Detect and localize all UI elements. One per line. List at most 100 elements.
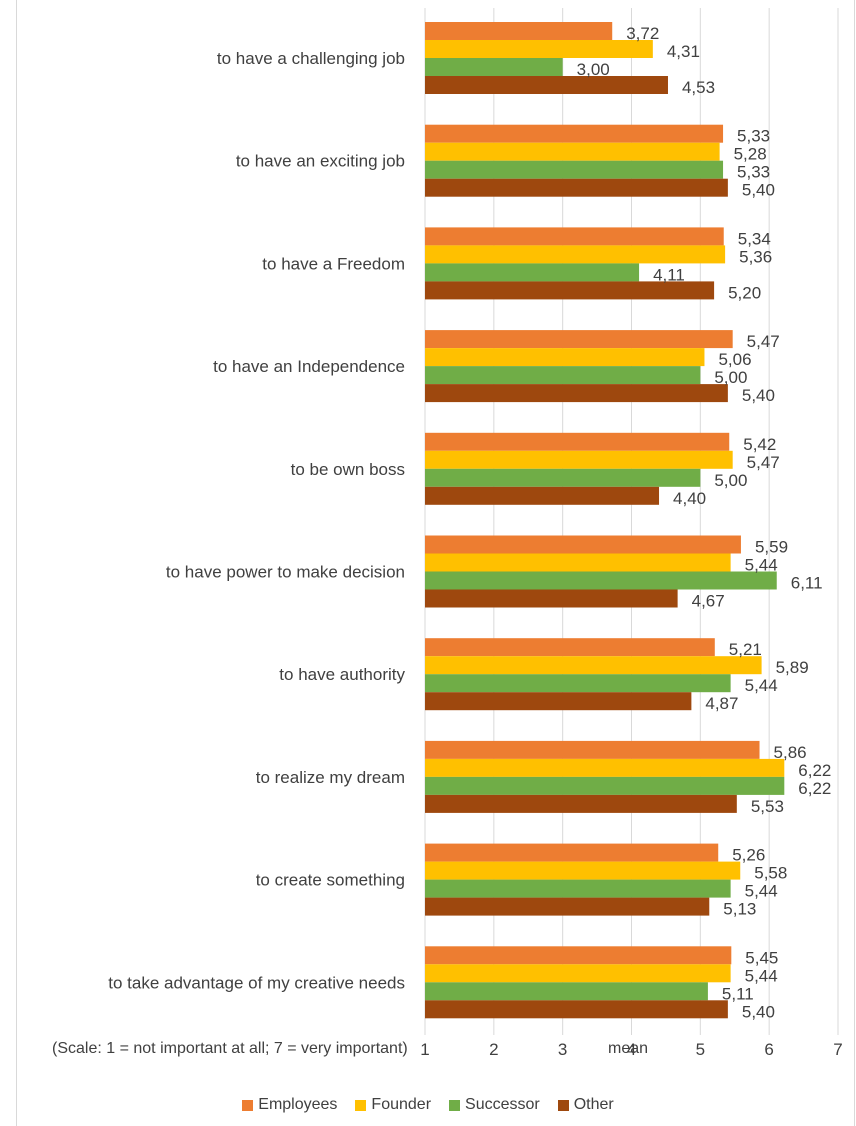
data-label: 4,53 <box>682 78 715 97</box>
data-label: 6,22 <box>798 779 831 798</box>
bar-employees <box>425 740 760 759</box>
legend-label: Other <box>573 1096 614 1113</box>
legend-swatch <box>355 1099 367 1111</box>
data-label: 5,36 <box>739 247 772 266</box>
bar-other <box>425 897 710 916</box>
data-label: 5,47 <box>747 332 780 351</box>
data-label: 5,13 <box>723 900 756 919</box>
data-label: 5,26 <box>732 846 765 865</box>
category-label: to realize my dream <box>256 768 405 787</box>
category-label: to have a Freedom <box>262 254 405 273</box>
bar-founder <box>425 450 733 469</box>
bar-successor <box>425 263 640 282</box>
data-label: 5,20 <box>728 283 761 302</box>
category-label: to have an Independence <box>213 357 405 376</box>
data-label: 5,42 <box>743 435 776 454</box>
data-label: 5,44 <box>745 882 778 901</box>
x-tick-label: 5 <box>696 1040 705 1059</box>
bar-founder <box>425 553 731 572</box>
data-label: 5,06 <box>718 350 751 369</box>
data-label: 5,40 <box>742 1002 775 1021</box>
data-label: 5,58 <box>754 864 787 883</box>
bar-employees <box>425 535 741 554</box>
data-label: 4,11 <box>653 265 685 284</box>
bar-employees <box>425 843 719 862</box>
bar-successor <box>425 468 701 487</box>
bar-successor <box>425 776 785 795</box>
bar-other <box>425 589 678 608</box>
data-label: 5,40 <box>742 386 775 405</box>
bar-successor <box>425 879 731 898</box>
data-label: 5,47 <box>747 453 780 472</box>
bar-other <box>425 794 737 813</box>
x-tick-label: 7 <box>833 1040 842 1059</box>
legend: Employees Founder Successor Other <box>0 1093 856 1117</box>
bar-founder <box>425 758 785 777</box>
data-label: 5,34 <box>738 229 771 248</box>
bar-founder <box>425 142 720 161</box>
bar-employees <box>425 124 724 143</box>
data-label: 3,72 <box>626 24 659 43</box>
frame-left-border <box>16 0 17 1126</box>
frame-right-border <box>854 0 855 1126</box>
bar-other <box>425 692 692 711</box>
x-tick-label: 2 <box>489 1040 498 1059</box>
bar-successor <box>425 982 708 1001</box>
category-label: to have an exciting job <box>236 152 405 171</box>
data-label: 5,59 <box>755 538 788 557</box>
bar-other <box>425 384 728 403</box>
x-tick-labels: 1 2 3 4 5 6 7 <box>420 1040 842 1059</box>
bars <box>425 22 785 1019</box>
category-label: to be own boss <box>291 460 405 479</box>
bar-employees <box>425 638 715 657</box>
category-labels: to have a challenging job to have an exci… <box>108 49 405 992</box>
category-label: to have a challenging job <box>217 49 405 68</box>
bar-successor <box>425 58 563 76</box>
legend-item-employees: Employees <box>242 1096 337 1114</box>
data-label: 5,21 <box>729 640 762 659</box>
data-label: 5,44 <box>745 966 778 985</box>
value-labels: 3,724,313,004,535,335,285,335,405,345,36… <box>577 24 832 1021</box>
bar-founder <box>425 656 762 675</box>
x-tick-label: 4 <box>627 1040 636 1059</box>
bar-employees <box>425 946 732 965</box>
scale-note: (Scale: 1 = not important at all; 7 = ve… <box>52 1040 408 1057</box>
bar-founder <box>425 40 653 58</box>
legend-label: Employees <box>258 1096 338 1113</box>
x-axis-label: mean <box>608 1040 649 1057</box>
data-label: 5,00 <box>714 368 747 387</box>
legend-swatch <box>242 1099 254 1111</box>
data-label: 5,40 <box>742 181 775 200</box>
data-label: 5,11 <box>722 984 754 1003</box>
data-label: 5,53 <box>751 797 784 816</box>
data-label: 4,31 <box>667 42 700 61</box>
legend-label: Successor <box>465 1096 540 1113</box>
legend-swatch <box>557 1099 569 1111</box>
bar-founder <box>425 861 741 880</box>
category-label: to have authority <box>279 665 405 684</box>
legend-item-other: Other <box>557 1096 614 1114</box>
data-label: 5,89 <box>776 658 809 677</box>
bar-successor <box>425 571 777 590</box>
legend-item-founder: Founder <box>355 1096 431 1114</box>
bar-successor <box>425 366 701 385</box>
legend-label: Founder <box>371 1096 432 1113</box>
bar-other <box>425 1000 728 1019</box>
data-label: 5,28 <box>734 145 767 164</box>
category-label: to create something <box>256 871 405 890</box>
bar-founder <box>425 245 726 264</box>
data-label: 5,44 <box>745 556 778 575</box>
bar-employees <box>425 330 733 349</box>
data-label: 5,00 <box>714 471 747 490</box>
data-label: 5,44 <box>745 676 778 695</box>
bar-employees <box>425 227 724 246</box>
data-label: 6,22 <box>798 761 831 780</box>
x-tick-label: 1 <box>420 1040 429 1059</box>
data-label: 5,33 <box>737 127 770 146</box>
data-label: 5,86 <box>774 743 807 762</box>
bar-founder <box>425 348 705 367</box>
bar-founder <box>425 964 731 983</box>
bar-other <box>425 76 668 94</box>
data-label: 4,87 <box>705 694 738 713</box>
bar-other <box>425 178 728 197</box>
